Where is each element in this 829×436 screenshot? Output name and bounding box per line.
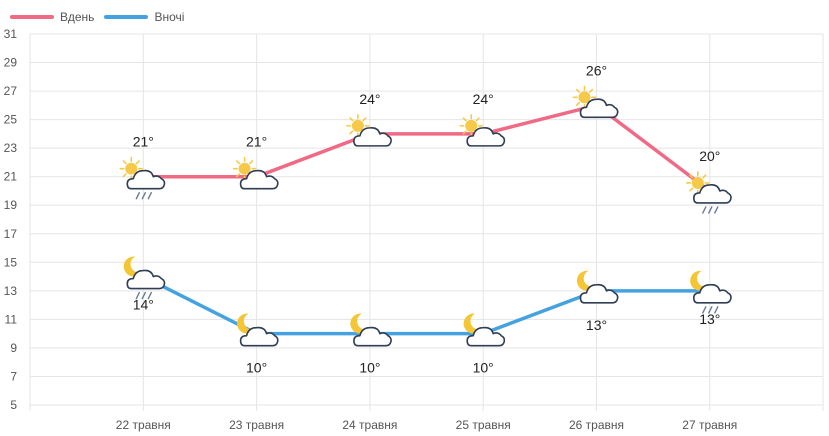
sun-cloud-icon	[346, 114, 392, 147]
legend-swatch-day	[10, 15, 54, 19]
y-tick-label: 11	[5, 312, 18, 326]
y-tick-label: 27	[4, 84, 18, 98]
moon-cloud-icon	[576, 270, 619, 304]
x-tick-label: 23 травня	[229, 418, 284, 432]
x-tick-label: 22 травня	[116, 418, 171, 432]
legend-label-day: Вдень	[60, 10, 95, 24]
y-tick-label: 9	[10, 341, 17, 355]
sun-cloud-rain-icon	[685, 171, 732, 214]
legend-item-night[interactable]: Вночі	[104, 10, 184, 24]
moon-cloud-rain-icon	[123, 256, 166, 300]
grid	[29, 33, 824, 411]
chart-legend: Вдень Вночі	[10, 7, 194, 27]
y-tick-label: 21	[4, 170, 18, 184]
y-tick-label: 15	[4, 255, 18, 269]
data-labels: 21° 21° 24° 24° 26° 20° 14° 10° 10° 10° 13° 13°	[133, 62, 721, 375]
moon-cloud-rain-icon	[690, 270, 732, 314]
y-tick-label: 19	[4, 198, 18, 212]
data-label-day: 24°	[473, 91, 494, 107]
sun-cloud-icon	[232, 156, 279, 190]
sun-cloud-rain-icon	[119, 156, 166, 200]
sun-cloud-icon	[572, 85, 619, 119]
weather-icons	[119, 85, 732, 347]
data-label-night: 10°	[473, 360, 494, 376]
y-tick-label: 17	[4, 227, 18, 241]
data-label-day: 24°	[359, 91, 380, 107]
series-line-night	[141, 274, 712, 336]
data-label-night: 13°	[699, 311, 720, 327]
data-label-day: 26°	[586, 62, 607, 78]
data-label-day: 21°	[246, 134, 267, 150]
legend-item-day[interactable]: Вдень	[10, 10, 94, 24]
data-label-night: 10°	[246, 360, 267, 376]
data-label-day: 21°	[133, 134, 154, 150]
y-tick-label: 13	[4, 284, 18, 298]
x-tick-label: 27 травня	[682, 418, 737, 432]
data-label-night: 10°	[359, 360, 380, 376]
x-tick-label: 25 травня	[456, 418, 511, 432]
y-tick-label: 7	[10, 369, 17, 383]
moon-cloud-icon	[350, 313, 392, 347]
sun-cloud-icon	[459, 114, 506, 147]
data-label-night: 14°	[133, 297, 154, 313]
y-tick-label: 23	[4, 141, 18, 155]
y-tick-label: 29	[4, 56, 18, 70]
data-label-day: 20°	[699, 148, 720, 164]
data-label-night: 13°	[586, 317, 607, 333]
y-tick-label: 25	[4, 113, 18, 127]
y-tick-label: 5	[10, 398, 17, 412]
series-lines	[141, 103, 712, 336]
moon-cloud-icon	[463, 313, 506, 347]
moon-cloud-icon	[237, 313, 279, 347]
y-tick-label: 31	[4, 27, 18, 41]
x-tick-label: 26 травня	[569, 418, 624, 432]
axes: 5 7 9 11 13 15 17 19 21 23 25 27 29 31 22 травня 23 тра…	[4, 27, 738, 432]
legend-label-night: Вночі	[154, 10, 185, 24]
x-tick-label: 24 травня	[342, 418, 397, 432]
legend-swatch-night	[104, 15, 149, 19]
